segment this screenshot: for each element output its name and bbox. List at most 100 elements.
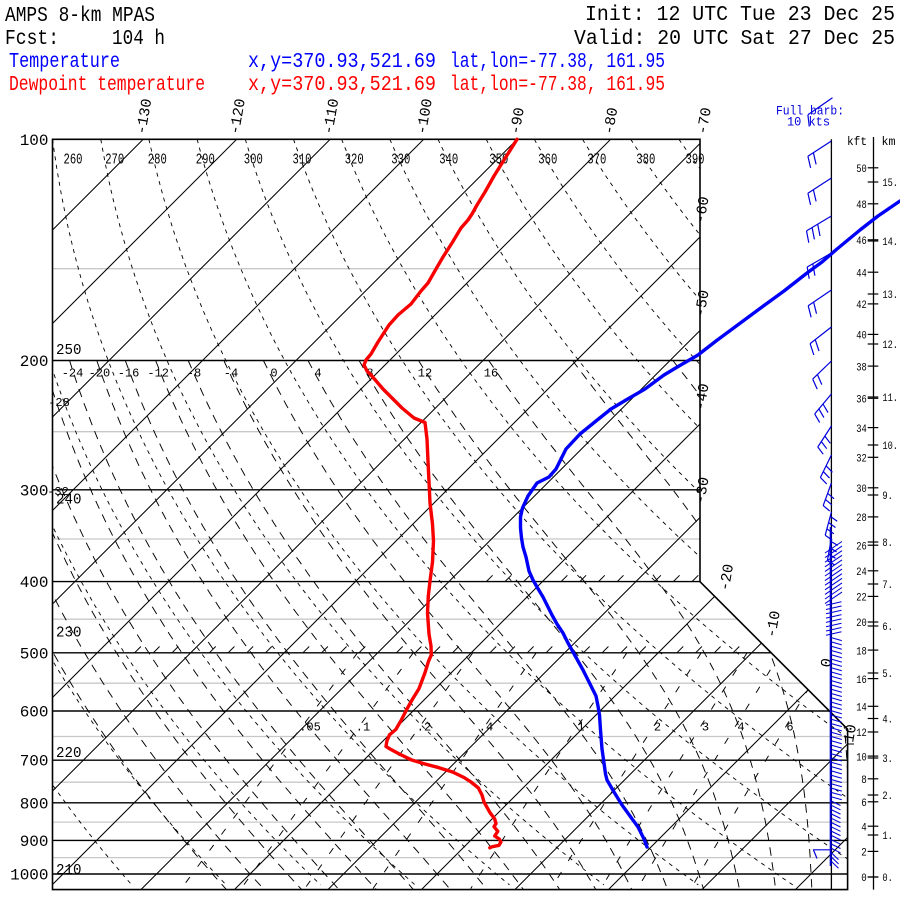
svg-text:0.: 0. <box>882 873 893 885</box>
svg-text:270: 270 <box>105 151 124 168</box>
svg-text:800: 800 <box>20 795 49 813</box>
svg-text:50: 50 <box>856 164 867 176</box>
svg-text:5.: 5. <box>882 669 893 681</box>
svg-text:Temperature: Temperature <box>9 51 120 74</box>
svg-text:22: 22 <box>856 593 867 605</box>
svg-text:3: 3 <box>702 721 709 735</box>
svg-text:4: 4 <box>861 822 867 834</box>
svg-text:11.: 11. <box>882 393 898 405</box>
svg-text:104 h: 104 h <box>112 28 165 51</box>
svg-text:36: 36 <box>856 395 867 407</box>
svg-text:12.: 12. <box>882 340 898 352</box>
svg-text:-20: -20 <box>717 563 738 593</box>
svg-text:300: 300 <box>244 151 263 168</box>
svg-text:0: 0 <box>818 657 836 669</box>
svg-text:250: 250 <box>56 342 82 359</box>
svg-text:1.: 1. <box>882 831 893 843</box>
svg-text:16: 16 <box>484 367 498 381</box>
svg-text:360: 360 <box>538 151 557 168</box>
svg-text:-40: -40 <box>692 382 713 412</box>
svg-text:330: 330 <box>391 151 410 168</box>
svg-text:13.: 13. <box>882 290 898 302</box>
svg-text:-30: -30 <box>692 476 713 506</box>
svg-text:kft: kft <box>847 135 867 149</box>
svg-text:26: 26 <box>856 541 867 553</box>
svg-text:30: 30 <box>856 484 867 496</box>
svg-text:14.: 14. <box>882 237 898 249</box>
svg-text:500: 500 <box>20 645 49 663</box>
svg-text:16: 16 <box>856 675 867 687</box>
svg-text:Dewpoint temperature: Dewpoint temperature <box>9 74 205 97</box>
svg-text:-28: -28 <box>48 396 70 410</box>
svg-text:-60: -60 <box>692 195 713 225</box>
svg-text:-24: -24 <box>62 367 84 381</box>
svg-text:12: 12 <box>856 728 867 740</box>
svg-text:350: 350 <box>489 151 508 168</box>
svg-text:-50: -50 <box>692 289 713 319</box>
svg-text:lat,lon=-77.38, 161.95: lat,lon=-77.38, 161.95 <box>450 51 665 74</box>
svg-text:210: 210 <box>56 862 82 879</box>
svg-text:10: 10 <box>856 752 867 764</box>
svg-text:28: 28 <box>856 513 867 525</box>
svg-text:-110: -110 <box>320 97 343 135</box>
svg-text:2: 2 <box>861 848 867 860</box>
svg-text:230: 230 <box>56 624 82 641</box>
svg-text:6: 6 <box>786 721 793 735</box>
svg-text:4: 4 <box>737 721 744 735</box>
svg-text:12: 12 <box>418 367 432 381</box>
svg-text:46: 46 <box>856 236 867 248</box>
svg-text:10: 10 <box>841 723 861 744</box>
svg-text:-32: -32 <box>47 485 69 499</box>
svg-text:.05: .05 <box>299 721 321 735</box>
svg-text:34: 34 <box>856 424 867 436</box>
svg-text:-4: -4 <box>224 367 238 381</box>
svg-text:260: 260 <box>64 151 83 168</box>
svg-text:400: 400 <box>20 574 49 592</box>
svg-text:4: 4 <box>314 367 321 381</box>
svg-text:-100: -100 <box>414 97 437 135</box>
svg-text:240: 240 <box>56 492 82 509</box>
svg-text:Init: 12 UTC Tue 23 Dec 25: Init: 12 UTC Tue 23 Dec 25 <box>585 4 895 27</box>
svg-text:390: 390 <box>686 151 705 168</box>
svg-text:Fcst:: Fcst: <box>5 28 59 51</box>
svg-text:x,y=370.93,521.69: x,y=370.93,521.69 <box>248 74 436 97</box>
svg-text:220: 220 <box>56 745 82 762</box>
svg-text:-120: -120 <box>227 97 250 135</box>
svg-text:-16: -16 <box>118 367 140 381</box>
svg-text:Full barb:: Full barb: <box>776 104 844 119</box>
svg-text:10.: 10. <box>882 441 898 453</box>
svg-text:340: 340 <box>439 151 458 168</box>
svg-text:700: 700 <box>20 753 49 771</box>
svg-text:0: 0 <box>861 873 867 885</box>
svg-text:8.: 8. <box>882 538 893 550</box>
svg-text:320: 320 <box>345 151 364 168</box>
svg-text:.4: .4 <box>479 721 493 735</box>
svg-text:8: 8 <box>861 775 867 787</box>
svg-text:-90: -90 <box>507 106 528 136</box>
svg-text:42: 42 <box>856 300 867 312</box>
svg-text:-12: -12 <box>147 367 169 381</box>
svg-text:-130: -130 <box>133 97 156 135</box>
svg-text:9.: 9. <box>882 491 893 503</box>
svg-text:14: 14 <box>856 703 867 715</box>
svg-text:AMPS 8-km MPAS: AMPS 8-km MPAS <box>5 5 155 28</box>
svg-text:-20: -20 <box>89 367 111 381</box>
svg-text:lat,lon=-77.38, 161.95: lat,lon=-77.38, 161.95 <box>450 74 665 97</box>
svg-text:3.: 3. <box>882 754 893 766</box>
svg-text:2.: 2. <box>882 791 893 803</box>
svg-text:200: 200 <box>20 353 49 371</box>
svg-text:370: 370 <box>587 151 606 168</box>
svg-text:1000: 1000 <box>10 867 48 885</box>
svg-text:2: 2 <box>654 721 661 735</box>
svg-text:600: 600 <box>20 704 49 722</box>
svg-text:20: 20 <box>856 618 867 630</box>
svg-text:6: 6 <box>861 798 867 810</box>
svg-text:.2: .2 <box>417 721 431 735</box>
svg-text:-10: -10 <box>763 610 784 640</box>
svg-text:x,y=370.93,521.69: x,y=370.93,521.69 <box>248 51 436 74</box>
svg-text:.1: .1 <box>356 721 370 735</box>
svg-text:290: 290 <box>196 151 215 168</box>
svg-text:km: km <box>882 135 896 149</box>
svg-text:-8: -8 <box>187 367 201 381</box>
svg-text:6.: 6. <box>882 622 893 634</box>
